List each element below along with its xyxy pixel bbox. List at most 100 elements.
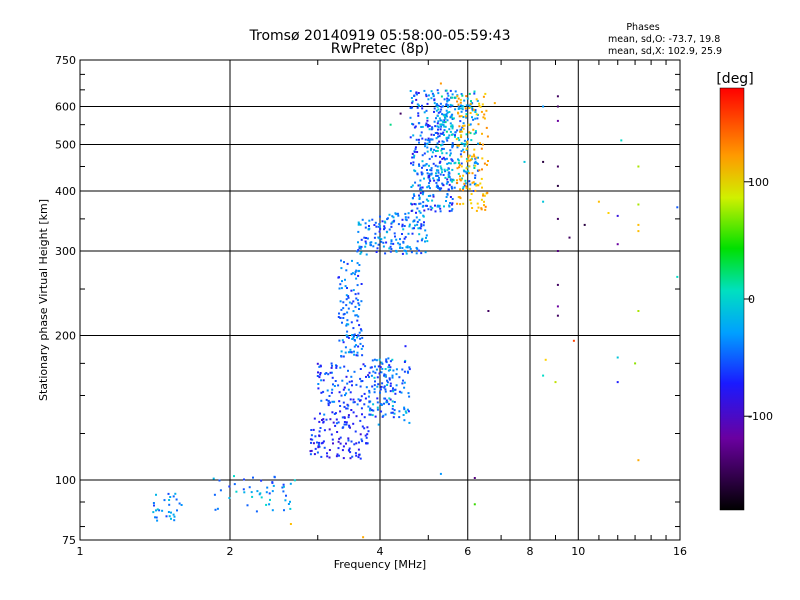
data-point [583,223,586,226]
data-point [310,449,313,452]
data-point [450,209,453,212]
data-point [425,122,428,125]
data-point [410,202,412,205]
data-point [353,350,355,353]
data-point [422,215,425,218]
data-point [337,384,340,387]
data-point [383,236,386,239]
data-point [458,196,461,199]
x-tick-label: 6 [464,545,471,558]
data-point [282,483,285,486]
data-point [471,181,474,184]
data-point [341,426,344,429]
data-point [483,200,485,203]
data-point [436,174,439,177]
data-point [366,237,369,240]
data-point [432,94,435,97]
data-point [331,438,334,441]
data-point [391,358,394,361]
x-tick-label: 10 [571,545,585,558]
x-tick-label: 4 [377,545,384,558]
data-point [356,299,359,302]
data-point [481,186,483,189]
data-point [454,90,457,93]
data-point [451,180,454,183]
data-point [392,369,395,372]
data-point [435,181,438,184]
data-point [384,252,387,255]
data-point [419,134,422,137]
data-point [424,164,427,167]
data-point [342,445,345,448]
data-point [425,198,428,201]
data-point [335,422,338,425]
data-point [465,187,468,190]
data-point [371,218,374,221]
data-point [437,205,440,208]
data-point [168,515,171,518]
data-point [441,113,444,116]
data-point [346,407,349,410]
data-point [375,225,378,228]
data-point [556,314,559,317]
stats-heading: Phases [626,22,659,33]
data-point [414,170,417,173]
data-point [483,204,485,207]
data-point [462,116,465,118]
data-point [472,118,475,121]
data-point [364,222,367,225]
data-point [376,247,379,250]
data-point [338,437,341,440]
data-point [356,319,359,322]
data-point [358,269,361,272]
data-point [406,370,409,373]
data-point [368,391,371,394]
data-point [440,149,443,152]
data-point [345,421,348,424]
data-point [347,323,350,326]
data-point [637,223,640,226]
data-point [361,218,364,221]
data-point [472,181,475,184]
data-point [328,449,331,451]
data-point [465,185,468,188]
data-point [431,155,433,158]
data-point [383,225,386,228]
data-point [430,128,433,131]
data-point [271,509,274,512]
data-point [345,392,348,395]
data-point [358,247,361,250]
data-point [418,104,420,107]
data-point [350,380,353,383]
data-point [445,182,448,185]
data-point [676,206,679,209]
data-point [465,167,468,170]
data-point [480,177,483,180]
data-point [448,171,451,174]
data-point [462,186,465,189]
data-point [421,125,424,128]
y-tick-label: 75 [62,534,76,547]
data-point [428,128,431,131]
data-point [364,434,367,437]
data-point [421,205,424,208]
data-point [459,120,462,123]
data-point [469,112,472,114]
data-point [405,246,408,249]
data-point [451,146,454,149]
data-point [404,236,407,239]
data-point [431,199,434,202]
data-point [437,171,440,174]
data-point [392,220,395,223]
data-point [369,366,372,369]
data-point [377,383,380,386]
data-point [435,137,438,140]
data-point [413,220,416,222]
data-point [472,153,475,156]
data-point [436,149,439,152]
data-point [377,225,380,228]
data-point [459,188,462,191]
data-point [340,394,343,397]
data-point [467,159,470,162]
data-point [474,189,477,192]
